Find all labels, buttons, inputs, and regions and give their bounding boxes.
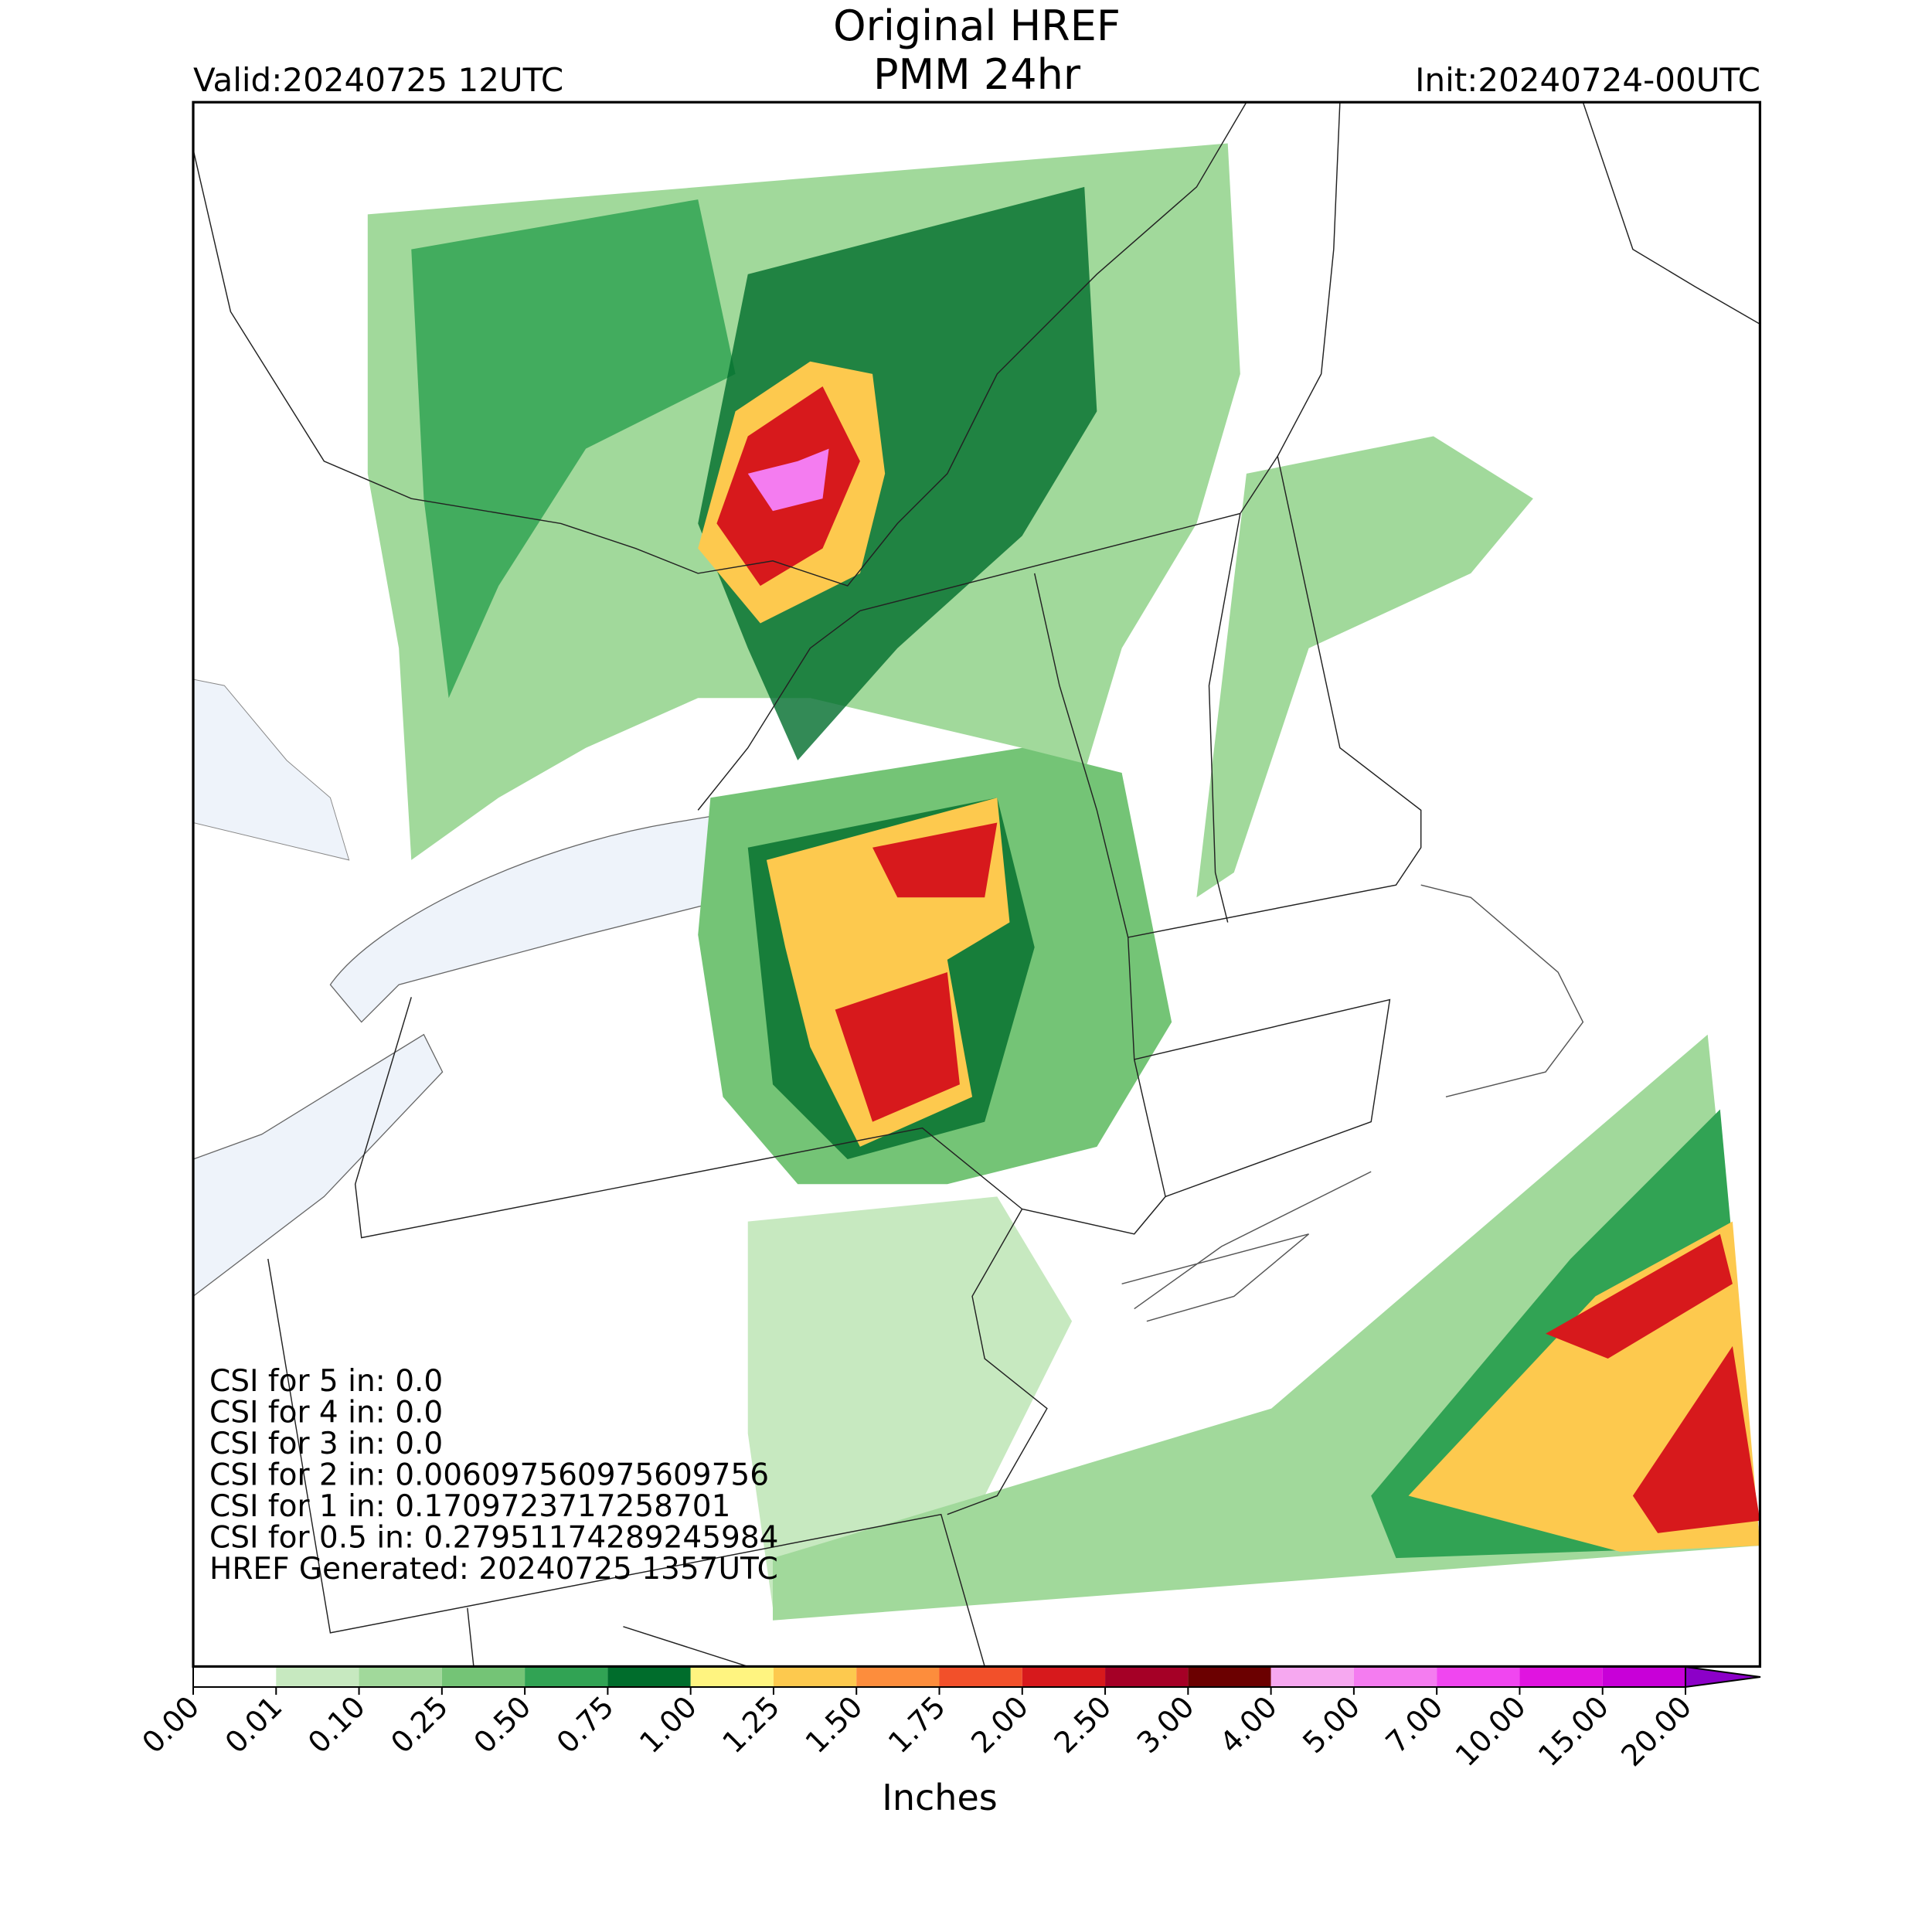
colorbar-swatch bbox=[607, 1667, 691, 1687]
precip-area bbox=[747, 1196, 1073, 1608]
colorbar-tick-label: 2.50 bbox=[1047, 1689, 1117, 1760]
colorbar-tick-label: 0.75 bbox=[550, 1689, 621, 1760]
colorbar-swatch bbox=[856, 1667, 940, 1687]
colorbar-swatch bbox=[193, 1667, 277, 1687]
colorbar-tick-label: 1.50 bbox=[799, 1689, 869, 1760]
map bbox=[192, 100, 1762, 1668]
stat-line: CSI for 1 in: 0.1709723717258701 bbox=[209, 1489, 730, 1524]
colorbar-swatch bbox=[773, 1667, 857, 1687]
colorbar-swatch bbox=[441, 1667, 526, 1687]
colorbar-tick-label: 0.10 bbox=[301, 1689, 372, 1760]
colorbar-tick-label: 1.00 bbox=[633, 1689, 703, 1760]
precip-area bbox=[1196, 436, 1533, 898]
colorbar-tick-label: 15.00 bbox=[1532, 1689, 1615, 1773]
colorbar-tick-label: 0.00 bbox=[135, 1689, 206, 1760]
precip-area bbox=[698, 186, 1097, 760]
border-line bbox=[192, 101, 1247, 587]
colorbar-swatch bbox=[690, 1667, 774, 1687]
stat-line: CSI for 2 in: 0.006097560975609756 bbox=[209, 1458, 769, 1493]
colorbar-swatch bbox=[1353, 1667, 1437, 1687]
precipitation bbox=[367, 143, 1760, 1621]
colorbar-swatch bbox=[525, 1667, 608, 1687]
precip-area bbox=[411, 199, 736, 699]
coast-line bbox=[1121, 884, 1584, 1322]
colorbar-tick-label: 1.75 bbox=[882, 1689, 952, 1760]
stat-line: CSI for 4 in: 0.0 bbox=[209, 1396, 443, 1430]
title: Original HREF bbox=[833, 2, 1121, 50]
colorbar-tick-label: 0.25 bbox=[384, 1689, 454, 1760]
colorbar-swatch bbox=[939, 1667, 1022, 1687]
colorbar-extend bbox=[1685, 1665, 1761, 1689]
colorbar: 0.00 0.01 0.10 0.25 0.50 0.75 1.00 1.25 1.50 1.75… bbox=[135, 1665, 1761, 1773]
colorbar-swatch bbox=[1270, 1667, 1354, 1687]
valid-time: Valid:20240725 12UTC bbox=[193, 61, 563, 99]
border-line bbox=[267, 1209, 1048, 1668]
stat-line: CSI for 0.5 in: 0.27951174289245984 bbox=[209, 1521, 778, 1556]
colorbar-swatch bbox=[1437, 1667, 1520, 1687]
border-line bbox=[859, 454, 1422, 938]
init-time: Init:20240724-00UTC bbox=[1415, 61, 1760, 99]
colorbar-tick-label: 0.50 bbox=[468, 1689, 538, 1760]
colorbar-tick-label: 5.00 bbox=[1296, 1689, 1366, 1760]
stat-line: CSI for 3 in: 0.0 bbox=[209, 1427, 443, 1461]
precip-area bbox=[747, 448, 829, 512]
colorbar-swatch bbox=[1602, 1667, 1685, 1687]
colorbar-swatch bbox=[1188, 1667, 1271, 1687]
border-line bbox=[1208, 102, 1760, 923]
colorbar-tick-label: 3.00 bbox=[1131, 1689, 1201, 1760]
border-line bbox=[354, 573, 1166, 1239]
colorbar-tick-label: 4.00 bbox=[1213, 1689, 1284, 1760]
colorbar-tick-label: 10.00 bbox=[1449, 1689, 1532, 1773]
colorbar-tick-label: 0.01 bbox=[219, 1689, 289, 1760]
colorbar-swatch bbox=[359, 1667, 442, 1687]
border-line bbox=[1134, 998, 1391, 1198]
colorbar-swatch bbox=[1022, 1667, 1106, 1687]
boundaries bbox=[192, 101, 1760, 1668]
stat-line: HREF Generated: 20240725 1357UTC bbox=[209, 1552, 778, 1587]
colorbar-tick-label: 20.00 bbox=[1614, 1689, 1698, 1773]
colorbar-tick-label: 7.00 bbox=[1379, 1689, 1450, 1760]
colorbar-label: Inches bbox=[882, 1777, 997, 1818]
colorbar-swatch bbox=[1105, 1667, 1189, 1687]
colorbar-swatch bbox=[276, 1667, 359, 1687]
precip-area bbox=[1545, 1233, 1760, 1533]
colorbar-swatch bbox=[1519, 1667, 1603, 1687]
colorbar-tick-label: 1.25 bbox=[716, 1689, 786, 1760]
stat-line: CSI for 5 in: 0.0 bbox=[209, 1364, 443, 1399]
colorbar-tick-label: 2.00 bbox=[964, 1689, 1035, 1760]
subtitle: PMM 24hr bbox=[873, 50, 1081, 99]
